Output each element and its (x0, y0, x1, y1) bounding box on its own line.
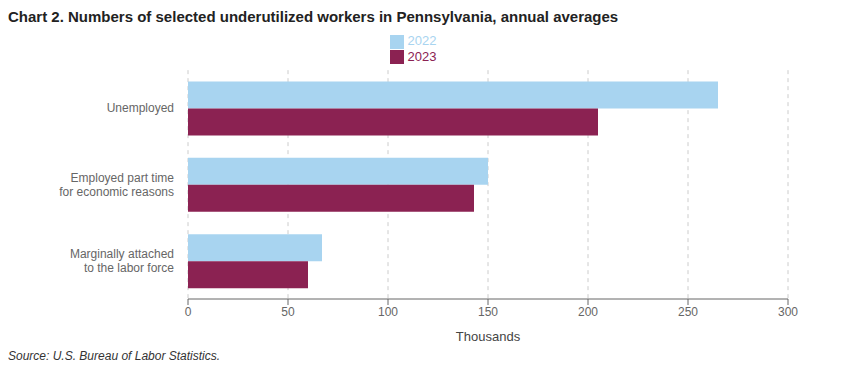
svg-text:150: 150 (478, 305, 498, 319)
html-text:Source: U.S. Bureau of Labor S: Source: U.S. Bureau of Labor Statistics. (8, 349, 221, 363)
svg-text:200: 200 (578, 305, 598, 319)
svg-text:Marginally attachedto the labo: Marginally attachedto the labor force (70, 247, 174, 275)
svg-text:0: 0 (185, 305, 192, 319)
svg-text:Thousands: Thousands (456, 329, 521, 344)
svg-text:300: 300 (778, 305, 798, 319)
svg-text:250: 250 (678, 305, 698, 319)
svg-text:Unemployed: Unemployed (107, 101, 174, 115)
svg-text:Employed part timefor economic: Employed part timefor economic reasons (59, 171, 174, 199)
html-text:2022: 2022 (407, 33, 437, 48)
svg-text:50: 50 (281, 305, 295, 319)
html-text:2023: 2023 (407, 48, 437, 64)
html-text:Chart 2. Numbers of selected u: Chart 2. Numbers of selected underutiliz… (8, 8, 619, 25)
svg-text:100: 100 (378, 305, 398, 319)
